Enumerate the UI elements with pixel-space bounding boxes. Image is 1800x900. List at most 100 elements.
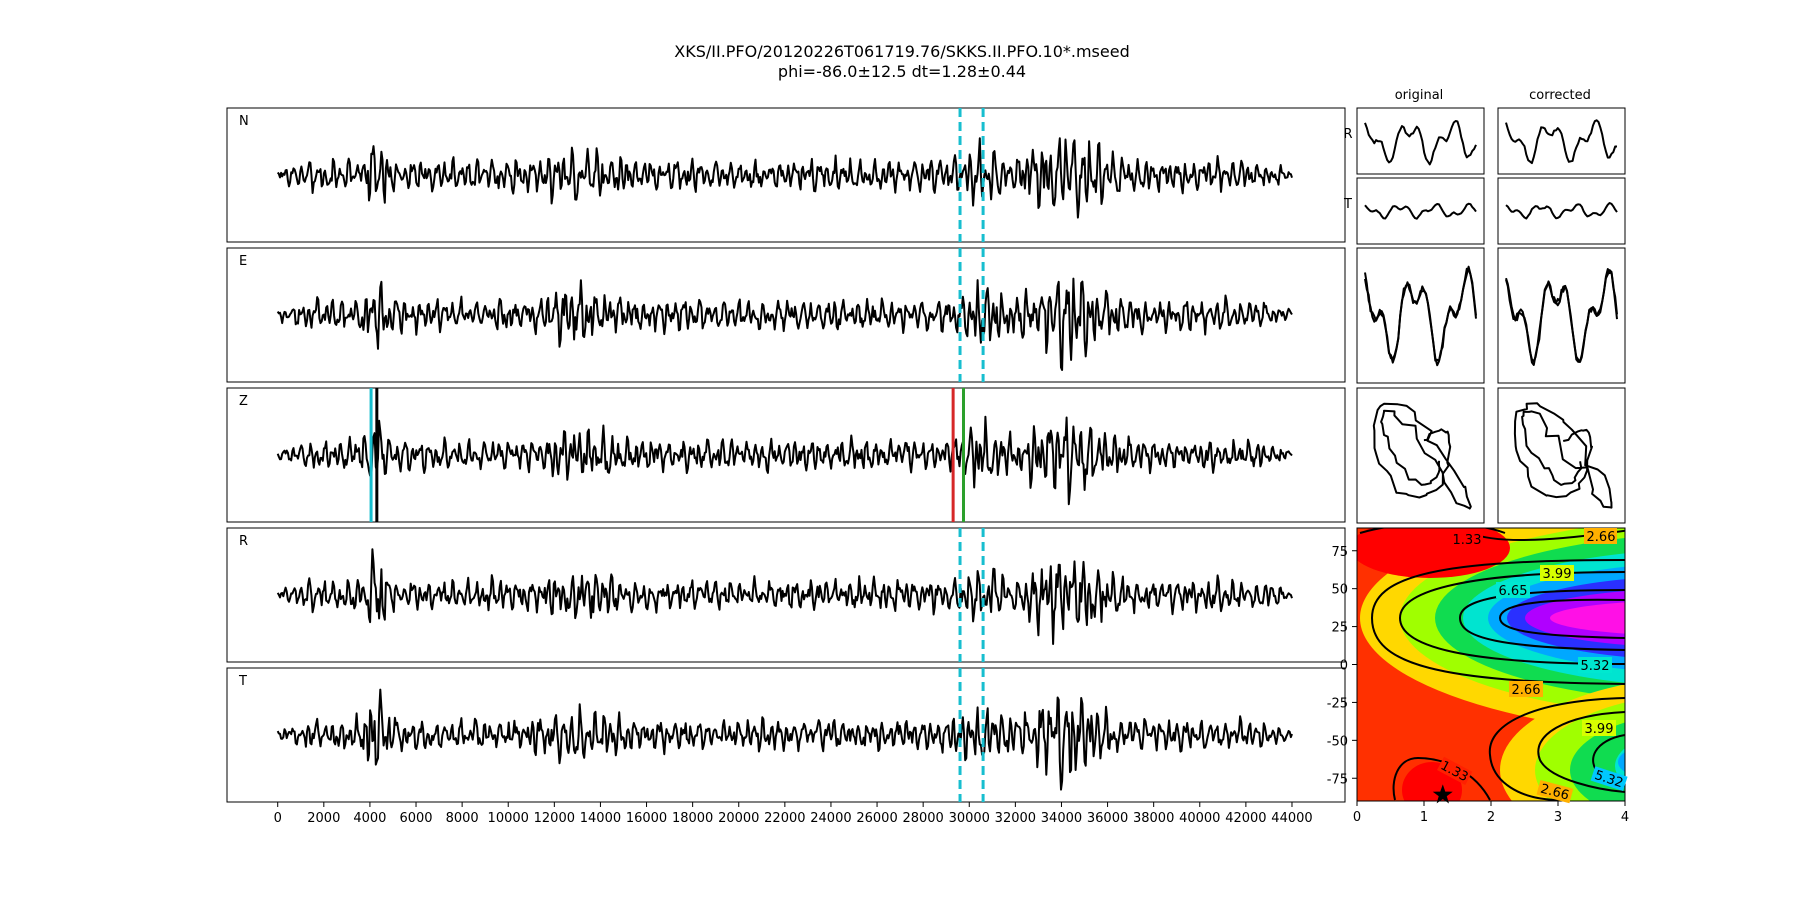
heat-y-tick-label: 25 [1331,621,1348,636]
contour-3.99 [1398,571,1625,665]
contour-label-bg-2 [1584,528,1617,544]
panel-frame [226,387,1346,523]
column-title-corrected: corrected [1529,88,1591,103]
contour-label-bg-3 [1540,565,1574,581]
panel-frame [226,247,1346,383]
original-row-3 [1356,247,1485,384]
panel-frame [226,107,1346,243]
trace-r [276,548,1293,645]
x-tick-label: 42000 [1225,811,1266,826]
seismogram-x-axis: 0 2000 4000 6000 8000 10000 12000 14000 16000 180… [274,802,1313,826]
trace-z [276,415,1293,506]
contour-label-4: 6.65 [1499,584,1528,599]
figure-title: XKS/II.PFO/20120226T061719.76/SKKS.II.PF… [674,42,1129,61]
contour-label-3: 3.99 [1543,567,1572,582]
heatmap-lowband-cyan [1615,748,1625,784]
x-tick-label: 22000 [764,811,805,826]
column-title-original: original [1395,88,1444,103]
heat-x-tick-label: 4 [1621,810,1629,825]
x-tick-label: 18000 [672,811,713,826]
heat-y-tick-label: -75 [1327,772,1348,787]
contour-labels: 1.33 2.66 3.99 6.65 5.32 2.66 3.99 1.33 … [1436,528,1628,804]
x-tick-label: 34000 [1041,811,1082,826]
error-surface-ticks: 0 1 2 3 4 75 50 25 0 -25 -50 -75 [1327,545,1629,825]
contour-label-6: 2.66 [1512,683,1541,698]
contour-label-bg-10 [1536,779,1574,804]
heat-x-tick-label: 2 [1487,810,1495,825]
x-tick-label: 6000 [399,811,432,826]
contour-3.99-low [1537,711,1625,793]
particle-frame [1497,387,1626,524]
contour-1.33-top [1359,528,1506,534]
trace-t [276,688,1293,791]
x-tick-label: 24000 [810,811,851,826]
contour-5.32 [1458,589,1625,651]
row-label-r: R [1343,127,1352,142]
slow-component [1505,268,1618,366]
contour-label-bg-7 [1582,720,1616,736]
contour-label-10-rot: 2.66 [1536,779,1574,804]
heat-y-tick-label: -50 [1327,734,1348,749]
contour-1.33-low [1392,756,1491,801]
heat-y-tick-label: 0 [1340,659,1348,674]
particle-motion [1513,402,1613,509]
x-tick-label: 12000 [534,811,575,826]
error-surface-fill [1357,528,1625,801]
corrected-row-3 [1497,247,1626,384]
x-tick-label: 20000 [718,811,759,826]
panel-z: Z [226,387,1346,523]
t-component [1364,202,1477,220]
t-component [1505,202,1618,220]
contour-label-bg-1 [1451,531,1483,547]
panel-label-t: T [238,674,247,689]
x-tick-label: 4000 [353,811,386,826]
x-tick-label: 28000 [902,811,943,826]
error-surface: 1.33 2.66 3.99 6.65 5.32 2.66 3.99 1.33 … [1327,527,1629,825]
particle-frame [1356,107,1485,175]
heat-y-tick-label: 50 [1331,583,1348,598]
contour-label-1: 1.33 [1453,533,1482,548]
fast-component [1505,269,1618,363]
x-tick-label: 26000 [856,811,897,826]
original-row-2 [1356,177,1485,245]
r-component [1364,120,1477,166]
contour-label-7: 3.99 [1585,722,1614,737]
x-tick-label: 30000 [949,811,990,826]
contour-label-bg-9 [1590,766,1628,792]
particle-motion [1372,402,1472,510]
contour-2.66-outer [1370,559,1625,685]
x-tick-label: 40000 [1179,811,1220,826]
contour-label-bg-6 [1509,681,1543,697]
x-tick-label: 14000 [580,811,621,826]
contour-label-bg-5 [1578,657,1612,673]
contour-label-10: 2.66 [1539,782,1571,804]
panel-frame [226,527,1346,663]
slow-component [1364,267,1477,367]
original-row-4 [1356,387,1485,524]
particle-frame [1497,177,1626,245]
corrected-row-1 [1497,107,1626,175]
panel-e: E [226,247,1346,383]
panel-label-e: E [239,254,247,269]
corrected-row-4 [1497,387,1626,524]
seismogram-panels: N E Z R T [226,107,1346,803]
trace-n [276,137,1293,219]
heatmap-band-magenta [1550,602,1625,634]
heat-x-tick-label: 0 [1353,810,1361,825]
contour-6.65 [1498,598,1625,639]
panel-frame [226,667,1346,803]
panel-label-r: R [239,534,248,549]
heatmap-min-top [1357,528,1510,578]
particle-frame [1356,247,1485,384]
best-fit-star [1432,784,1453,804]
x-tick-label: 38000 [1133,811,1174,826]
x-tick-label: 16000 [626,811,667,826]
x-tick-label: 2000 [307,811,340,826]
row-label-t: T [1343,197,1352,212]
corrected-row-2 [1497,177,1626,245]
panel-r: R [226,527,1346,663]
panel-n: N [226,107,1346,243]
trace-e [276,277,1293,371]
particle-frame [1497,107,1626,175]
